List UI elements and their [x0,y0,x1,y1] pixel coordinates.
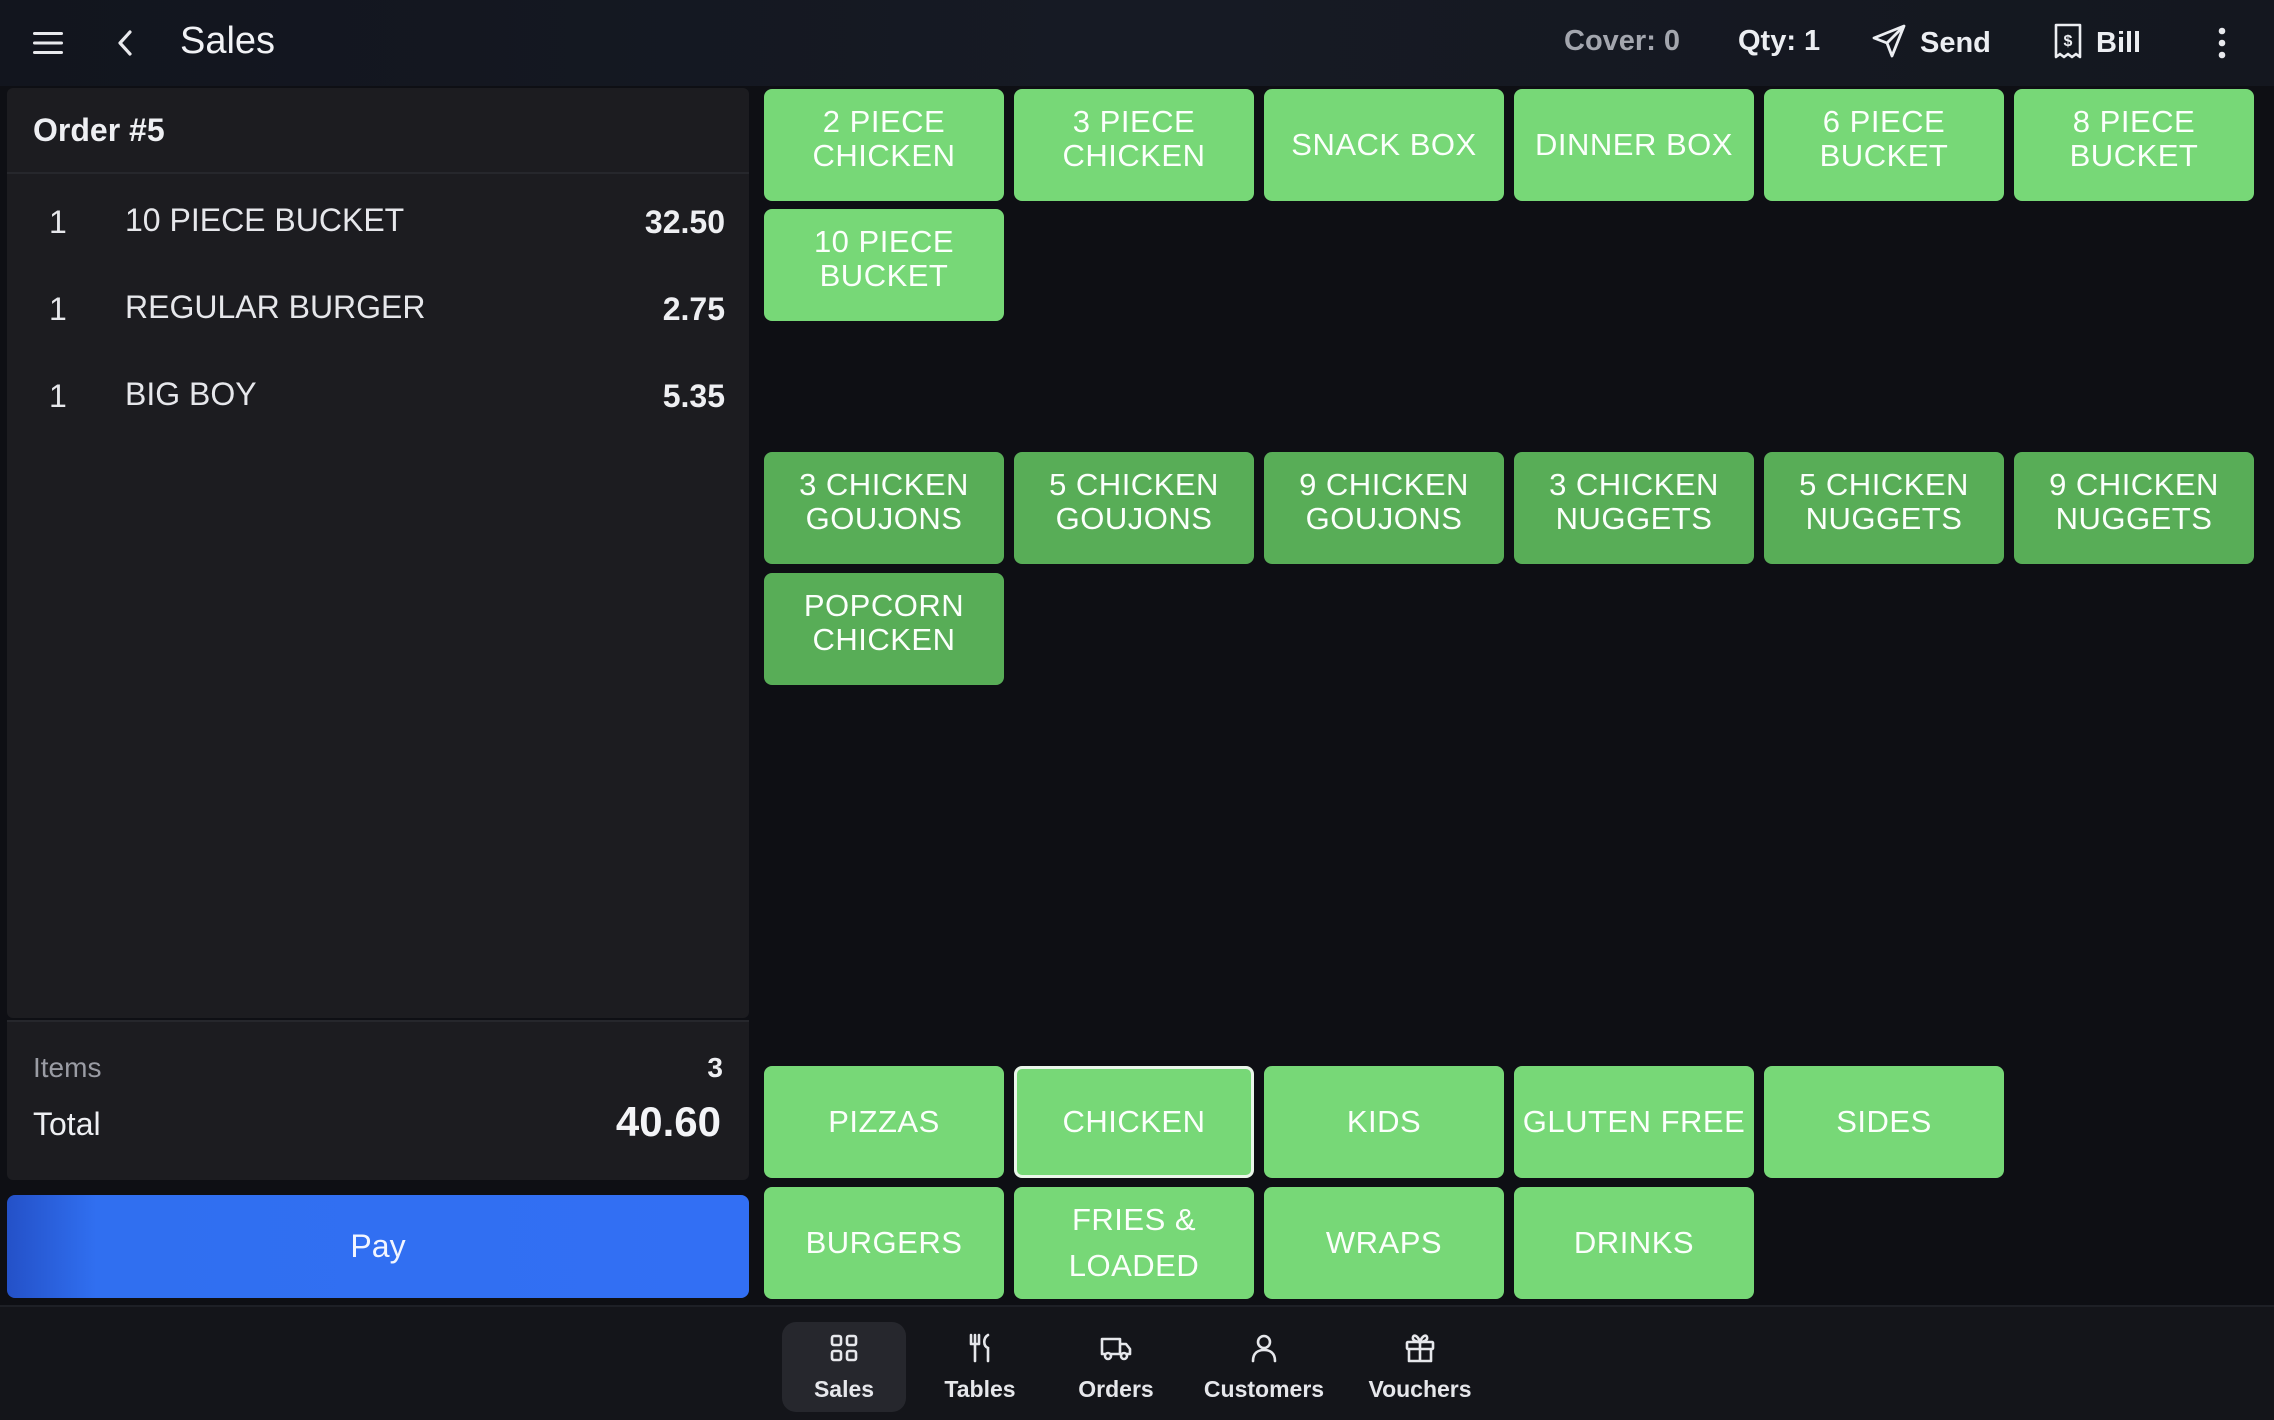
grid-icon [828,1332,860,1370]
nav-sales[interactable]: Sales [782,1322,906,1412]
product-tile[interactable]: 10 PIECE BUCKET [764,209,1004,321]
nav-label: Tables [944,1375,1016,1402]
product-tile[interactable]: POPCORN CHICKEN [764,573,1004,685]
product-tile[interactable]: 3 PIECE CHICKEN [1014,89,1254,201]
bill-label: Bill [2096,26,2142,59]
nav-label: Vouchers [1368,1375,1472,1402]
category-drinks[interactable]: DRINKS [1514,1187,1754,1299]
page-title: Sales [180,20,276,62]
line-item-name: BIG BOY [125,376,257,412]
line-item-price: 5.35 [662,378,725,414]
more-vertical-icon[interactable] [2202,23,2242,63]
category-gluten-free[interactable]: GLUTEN FREE [1514,1066,1754,1178]
items-label: Items [33,1052,102,1083]
product-tile[interactable]: 9 CHICKEN NUGGETS [2014,452,2254,564]
order-line-item[interactable]: 1 REGULAR BURGER 2.75 [7,267,749,354]
nav-label: Customers [1203,1375,1325,1402]
product-tile[interactable]: 6 PIECE BUCKET [1764,89,2004,201]
order-panel: Order #5 1 10 PIECE BUCKET 32.50 1 REGUL… [7,88,749,1018]
product-tile[interactable]: 9 CHICKEN GOUJONS [1264,452,1504,564]
nav-customers[interactable]: Customers [1196,1322,1332,1412]
bill-button[interactable]: $ Bill [2052,20,2141,66]
fork-knife-icon [964,1332,996,1370]
order-totals: Items 3 Total 40.60 [7,1020,749,1180]
category-kids[interactable]: KIDS [1264,1066,1504,1178]
category-burgers[interactable]: BURGERS [764,1187,1004,1299]
nav-vouchers[interactable]: Vouchers [1360,1322,1480,1412]
category-sides[interactable]: SIDES [1764,1066,2004,1178]
product-tile[interactable]: SNACK BOX [1264,89,1504,201]
product-tile[interactable]: 3 CHICKEN GOUJONS [764,452,1004,564]
product-tile[interactable]: 2 PIECE CHICKEN [764,89,1004,201]
gift-icon [1404,1332,1436,1370]
category-wraps[interactable]: WRAPS [1264,1187,1504,1299]
total-label: Total [33,1106,101,1142]
category-chicken[interactable]: CHICKEN [1014,1066,1254,1178]
bill-icon: $ [2052,22,2084,65]
svg-text:$: $ [2064,33,2073,50]
hamburger-menu-icon[interactable] [28,23,68,63]
bottom-navigation: Sales Tables Orders Customers Vouchers [0,1305,2274,1420]
send-button[interactable]: Send [1870,20,1991,66]
top-bar: Sales Cover: 0 Qty: 1 Send $ Bill [0,0,2274,86]
pay-button[interactable]: Pay [7,1195,749,1298]
nav-orders[interactable]: Orders [1064,1322,1168,1412]
items-count: 3 [707,1052,723,1083]
nav-label: Sales [813,1375,875,1402]
order-line-item[interactable]: 1 BIG BOY 5.35 [7,354,749,441]
product-tile[interactable]: DINNER BOX [1514,89,1754,201]
order-title: Order #5 [7,88,749,174]
total-value: 40.60 [615,1098,721,1145]
category-fries-loaded[interactable]: FRIES & LOADED [1014,1187,1254,1299]
cover-count[interactable]: Cover: 0 [1564,25,1681,57]
back-chevron-left-icon[interactable] [106,23,146,63]
line-item-qty: 1 [49,378,67,414]
nav-tables[interactable]: Tables [926,1322,1034,1412]
nav-label: Orders [1078,1375,1154,1402]
line-item-qty: 1 [49,204,67,240]
line-item-name: REGULAR BURGER [125,289,426,325]
category-pizzas[interactable]: PIZZAS [764,1066,1004,1178]
delivery-truck-icon [1099,1332,1133,1370]
user-icon [1248,1332,1280,1370]
line-item-price: 32.50 [644,204,725,240]
send-label: Send [1920,26,1991,59]
send-icon [1870,22,1908,65]
line-item-qty: 1 [49,291,67,327]
line-item-name: 10 PIECE BUCKET [125,202,405,238]
order-line-item[interactable]: 1 10 PIECE BUCKET 32.50 [7,180,749,267]
product-tile[interactable]: 5 CHICKEN GOUJONS [1014,452,1254,564]
product-tile[interactable]: 8 PIECE BUCKET [2014,89,2254,201]
product-tile[interactable]: 3 CHICKEN NUGGETS [1514,452,1754,564]
line-item-price: 2.75 [662,291,725,327]
quantity-indicator[interactable]: Qty: 1 [1738,25,1821,57]
product-tile[interactable]: 5 CHICKEN NUGGETS [1764,452,2004,564]
